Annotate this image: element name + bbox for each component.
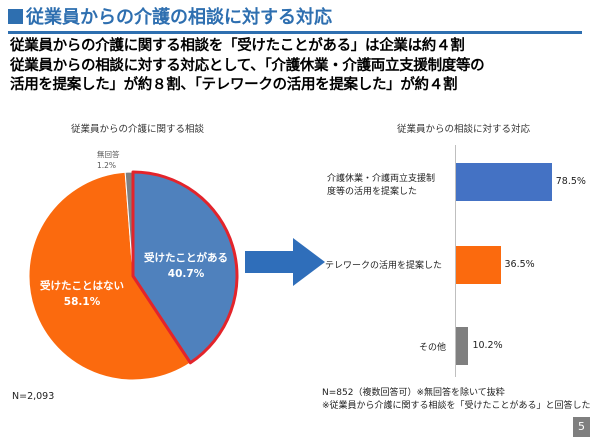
pie-label-not-received-name: 受けたことはない — [40, 280, 124, 292]
bar — [456, 163, 552, 201]
pie-label-no-answer-value: 1.2% — [97, 161, 117, 170]
pie-label-not-received-value: 58.1% — [63, 296, 101, 308]
pie-chart-title: 従業員からの介護に関する相談 — [71, 124, 205, 135]
pie-label-not-received: 受けたことはない 58.1% — [38, 278, 126, 310]
title-square-icon — [8, 8, 23, 24]
slide-title-text: 従業員からの介護の相談に対する対応 — [26, 7, 332, 28]
bar — [456, 327, 469, 365]
pie-label-no-answer-name: 無回答 — [97, 150, 120, 159]
pie-label-received-value: 40.7% — [167, 268, 205, 280]
bar-category-label-line: その他 — [419, 343, 447, 353]
pie-sample-size: N=2,093 — [12, 391, 55, 402]
bar-category-label-line: テレワークの活用を提案した — [325, 261, 443, 271]
pie-slice — [28, 171, 192, 381]
bar — [456, 246, 501, 284]
bar-category-label: テレワークの活用を提案した — [325, 260, 451, 273]
pie-label-received-name: 受けたことがある — [144, 252, 228, 264]
footnote-line: ※従業員から介護に関する相談を「受けたことがある」と回答した企業 — [322, 401, 590, 411]
footnote-line: N=852（複数回答可）※無回答を除いて抜粋 — [322, 388, 505, 398]
summary-line: 活用を提案した」が約８割、「テレワークの活用を提案した」が約４割 — [10, 77, 458, 93]
bar-value-label: 78.5% — [555, 176, 586, 187]
pie-label-no-answer: 無回答 1.2% — [97, 149, 120, 171]
bar-category-label-line: 度等の活用を提案した — [327, 187, 418, 197]
bar-category-label: その他 — [419, 342, 455, 355]
page-number: 5 — [573, 417, 590, 437]
pie-label-received: 受けたことがある 40.7% — [133, 250, 239, 282]
title-underline — [8, 31, 582, 34]
bar-value-label: 36.5% — [504, 259, 535, 270]
bar-chart-footnote: N=852（複数回答可）※無回答を除いて抜粋 ※従業員から介護に関する相談を「受… — [322, 387, 590, 413]
pie-slice-highlight — [131, 170, 239, 365]
bar-value-label: 10.2% — [472, 340, 503, 351]
bar-category-label: 介護休業・介護両立支援制 度等の活用を提案した — [327, 173, 447, 199]
right-arrow-icon — [245, 238, 325, 286]
summary-line: 従業員からの介護に関する相談を「受けたことがある」は企業は約４割 — [10, 38, 465, 54]
bar-chart-title: 従業員からの相談に対する対応 — [397, 124, 531, 135]
bar-category-label-line: 介護休業・介護両立支援制 — [327, 174, 436, 184]
bar-chart-axis — [455, 145, 456, 377]
summary-text: 従業員からの介護に関する相談を「受けたことがある」は企業は約４割 従業員からの相… — [10, 37, 585, 96]
summary-line: 従業員からの相談に対する対応として、「介護休業・介護両立支援制度等の — [10, 57, 485, 74]
slide-title: 従業員からの介護の相談に対する対応 — [8, 3, 332, 29]
